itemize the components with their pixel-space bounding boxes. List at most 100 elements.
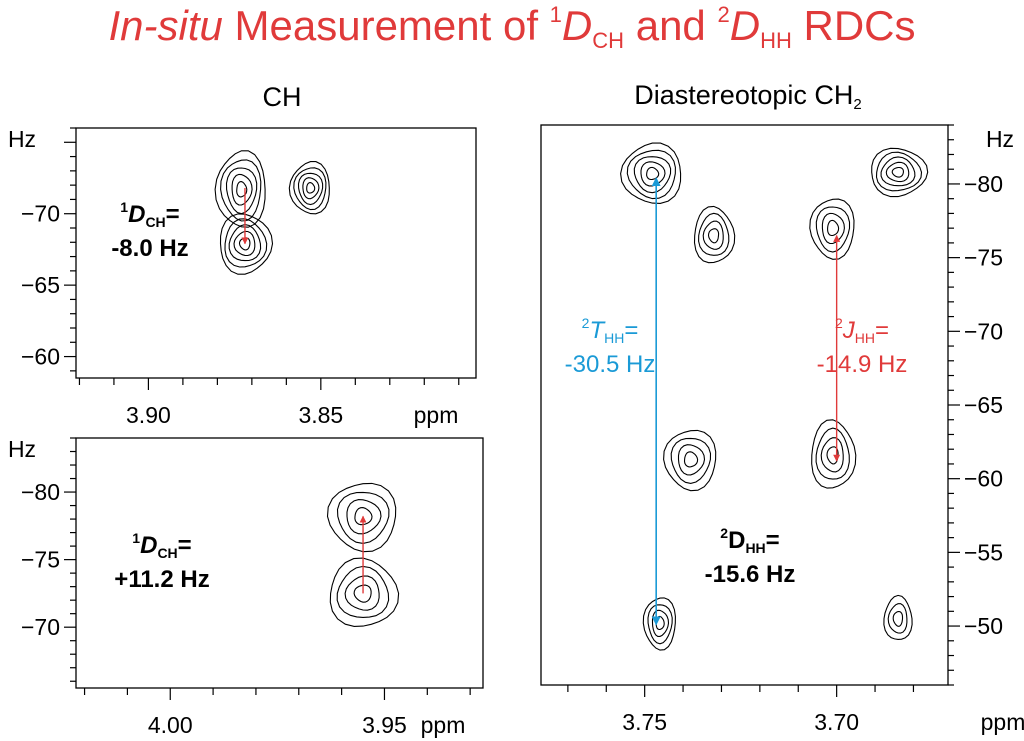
x-axis-label: ppm: [421, 712, 466, 738]
coupling-eq: =: [624, 317, 638, 344]
peak-contour: [811, 419, 857, 489]
contour-ring: [883, 594, 913, 640]
coupling-symbol: J: [842, 317, 856, 344]
peak-contour: [663, 429, 717, 492]
coupling-symbol: D: [140, 532, 157, 559]
contour-ring: [297, 172, 324, 206]
y-tick-label: −55: [964, 539, 1003, 565]
coupling-value: -15.6 Hz: [705, 561, 796, 588]
peak-contour: [620, 142, 682, 204]
coupling-symbol: D: [728, 527, 745, 554]
contour-ring: [707, 228, 720, 244]
contour-ring: [891, 166, 904, 178]
contour-ring: [236, 181, 248, 198]
peak-contour: [326, 482, 397, 553]
peak-contour: [883, 594, 913, 640]
contour-ring: [698, 212, 730, 256]
panel-title: CH: [263, 82, 302, 112]
contour-ring: [875, 151, 923, 192]
title-sym1: D: [561, 2, 593, 49]
coupling-eq: =: [766, 527, 780, 554]
contour-ring: [326, 482, 397, 553]
coupling-sub: CH: [157, 545, 177, 561]
y-axis-label: Hz: [8, 126, 36, 152]
contour-ring: [646, 166, 660, 181]
title-sub2: HH: [760, 28, 792, 53]
x-tick-label: 3.95: [362, 712, 407, 738]
contour-ring: [225, 167, 258, 215]
peak-contour: [642, 597, 676, 651]
contour-ring: [827, 219, 840, 237]
contour-ring: [892, 610, 904, 627]
title-sym2: D: [729, 2, 761, 49]
contour-ring: [231, 173, 253, 206]
contour-ring: [633, 156, 672, 194]
title-end: RDCs: [791, 2, 916, 49]
contour-ring: [640, 161, 666, 187]
title-sup2: 2: [717, 2, 730, 27]
chart-panel-2: 4.00 3.95 ppm −80 −75 −70 Hz 1DCH= +11.2 Hz: [8, 436, 484, 738]
contour-ring: [693, 205, 736, 264]
coupling-symbol: T: [589, 317, 606, 344]
y-tick-label: −70: [21, 614, 60, 640]
y-tick-label: −80: [964, 171, 1003, 197]
y-tick-label: −70: [21, 201, 60, 227]
contour-ring: [651, 609, 670, 637]
coupling-eq: =: [178, 532, 192, 559]
contour-ring: [642, 597, 676, 651]
contour-ring: [344, 575, 380, 611]
y-tick-label: −65: [21, 272, 60, 298]
coupling-sup: 1: [132, 530, 140, 546]
coupling-label: 2JHH=: [835, 315, 889, 346]
coupling-sup: 2: [720, 525, 728, 541]
contour-ring: [811, 419, 857, 489]
contour-ring: [336, 491, 390, 544]
coupling-eq: =: [875, 317, 889, 344]
contour-ring: [702, 220, 724, 250]
contour-ring: [336, 565, 390, 618]
title-sub1: CH: [592, 28, 625, 53]
plot-frame: [540, 124, 949, 686]
peak-contour: [693, 205, 736, 264]
contour-ring: [329, 557, 400, 627]
contour-ring: [887, 603, 908, 634]
peak-contour: [871, 147, 929, 198]
coupling-symbol: D: [128, 201, 145, 228]
coupling-label: 2THH=: [582, 315, 639, 346]
peak-contour: [329, 557, 400, 627]
panel-title-sub: 2: [853, 96, 861, 113]
coupling-sub: HH: [745, 540, 765, 556]
contour-ring: [880, 156, 916, 187]
title-and: and: [624, 2, 718, 49]
x-tick-label: 3.75: [622, 709, 667, 735]
contour-ring: [885, 161, 910, 183]
x-tick-label: 3.85: [298, 402, 343, 428]
contour-ring: [677, 444, 706, 476]
panel-title: Diastereotopic CH2: [634, 80, 861, 113]
coupling-eq: =: [166, 201, 180, 228]
contour-ring: [647, 604, 673, 645]
contour-ring: [228, 224, 262, 262]
title-italic: In-situ: [108, 2, 223, 49]
contour-ring: [683, 451, 699, 468]
contour-ring: [306, 182, 316, 194]
contour-ring: [620, 142, 682, 204]
y-axis-label: Hz: [986, 126, 1014, 152]
coupling-sub: CH: [145, 214, 165, 230]
y-tick-label: −65: [964, 392, 1003, 418]
coupling-label: 2DHH=: [720, 525, 779, 556]
chart-panel-3: 3.75 3.70 ppm −80 −75 −70 −65 −60 −55 −50 Hz Diaste…: [540, 80, 1024, 735]
coupling-value: -14.9 Hz: [817, 351, 908, 378]
contour-ring: [224, 218, 268, 268]
contour-ring: [214, 150, 266, 228]
peak-contour: [214, 150, 266, 228]
panel-title-text: CH: [263, 82, 302, 112]
y-axis-label: Hz: [8, 436, 36, 462]
y-tick-label: −70: [964, 318, 1003, 344]
coupling-value: +11.2 Hz: [114, 566, 209, 593]
contour-ring: [871, 147, 929, 198]
contour-ring: [809, 198, 855, 260]
coupling-sup: 2: [835, 315, 843, 331]
